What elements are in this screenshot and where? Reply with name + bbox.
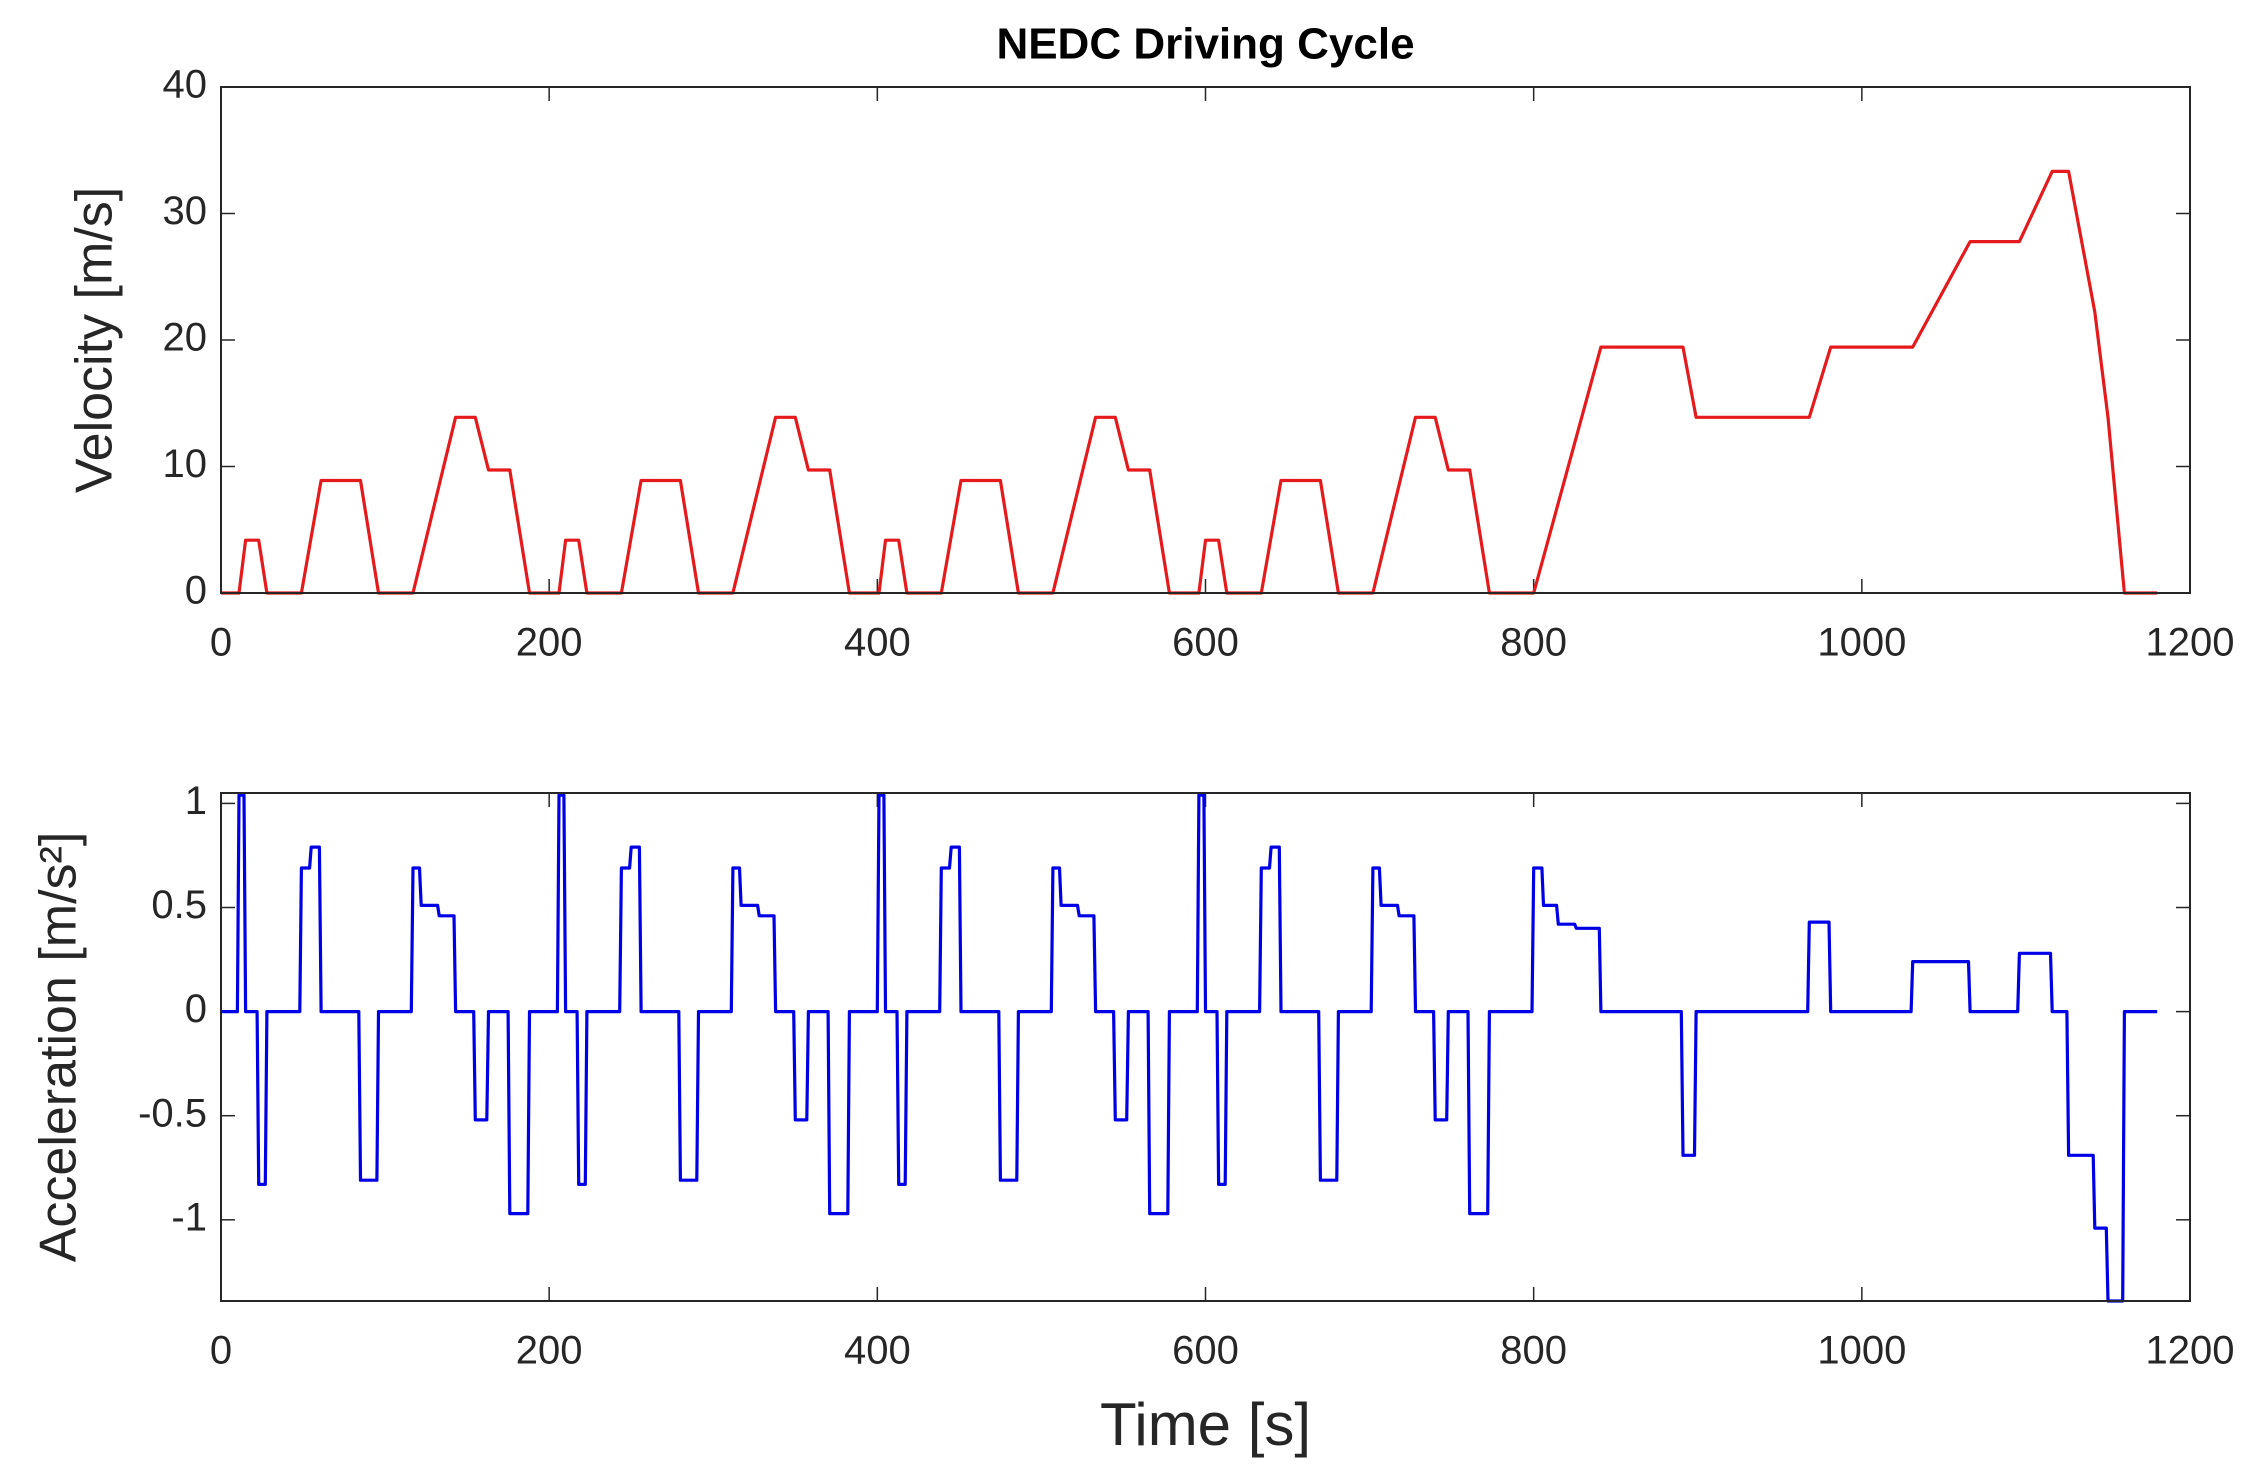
y-axis-label: Acceleration [m/s²] [30,832,88,1263]
x-tick-label: 1200 [2146,621,2235,665]
y-tick-label: -1 [171,1195,207,1239]
y-tick-label: 20 [163,316,208,360]
chart-title: NEDC Driving Cycle [996,20,1414,69]
x-tick-label: 0 [210,1329,232,1373]
x-axis-label: Time [s] [1100,1391,1311,1458]
x-tick-label: 200 [516,1329,583,1373]
x-tick-label: 200 [516,621,583,665]
x-tick-label: 800 [1500,621,1567,665]
x-tick-label: 600 [1172,621,1239,665]
data-line [221,169,2158,595]
data-line [221,793,2158,1303]
y-tick-label: 10 [163,442,208,486]
x-tick-label: 400 [844,1329,911,1373]
x-tick-label: 1000 [1817,621,1906,665]
y-tick-label: 40 [163,63,208,107]
x-tick-label: 1200 [2146,1329,2235,1373]
y-tick-label: -0.5 [138,1091,207,1135]
axes-box [220,86,2191,594]
y-tick-label: 1 [185,779,207,823]
y-axis-label: Velocity [m/s] [66,187,124,493]
y-tick-label: 0 [185,987,207,1031]
x-tick-label: 600 [1172,1329,1239,1373]
x-tick-label: 1000 [1817,1329,1906,1373]
y-tick-label: 0.5 [151,883,207,927]
x-tick-label: 400 [844,621,911,665]
x-tick-label: 800 [1500,1329,1567,1373]
axes-box [220,792,2191,1302]
y-tick-label: 0 [185,569,207,613]
y-tick-label: 30 [163,189,208,233]
x-tick-label: 0 [210,621,232,665]
